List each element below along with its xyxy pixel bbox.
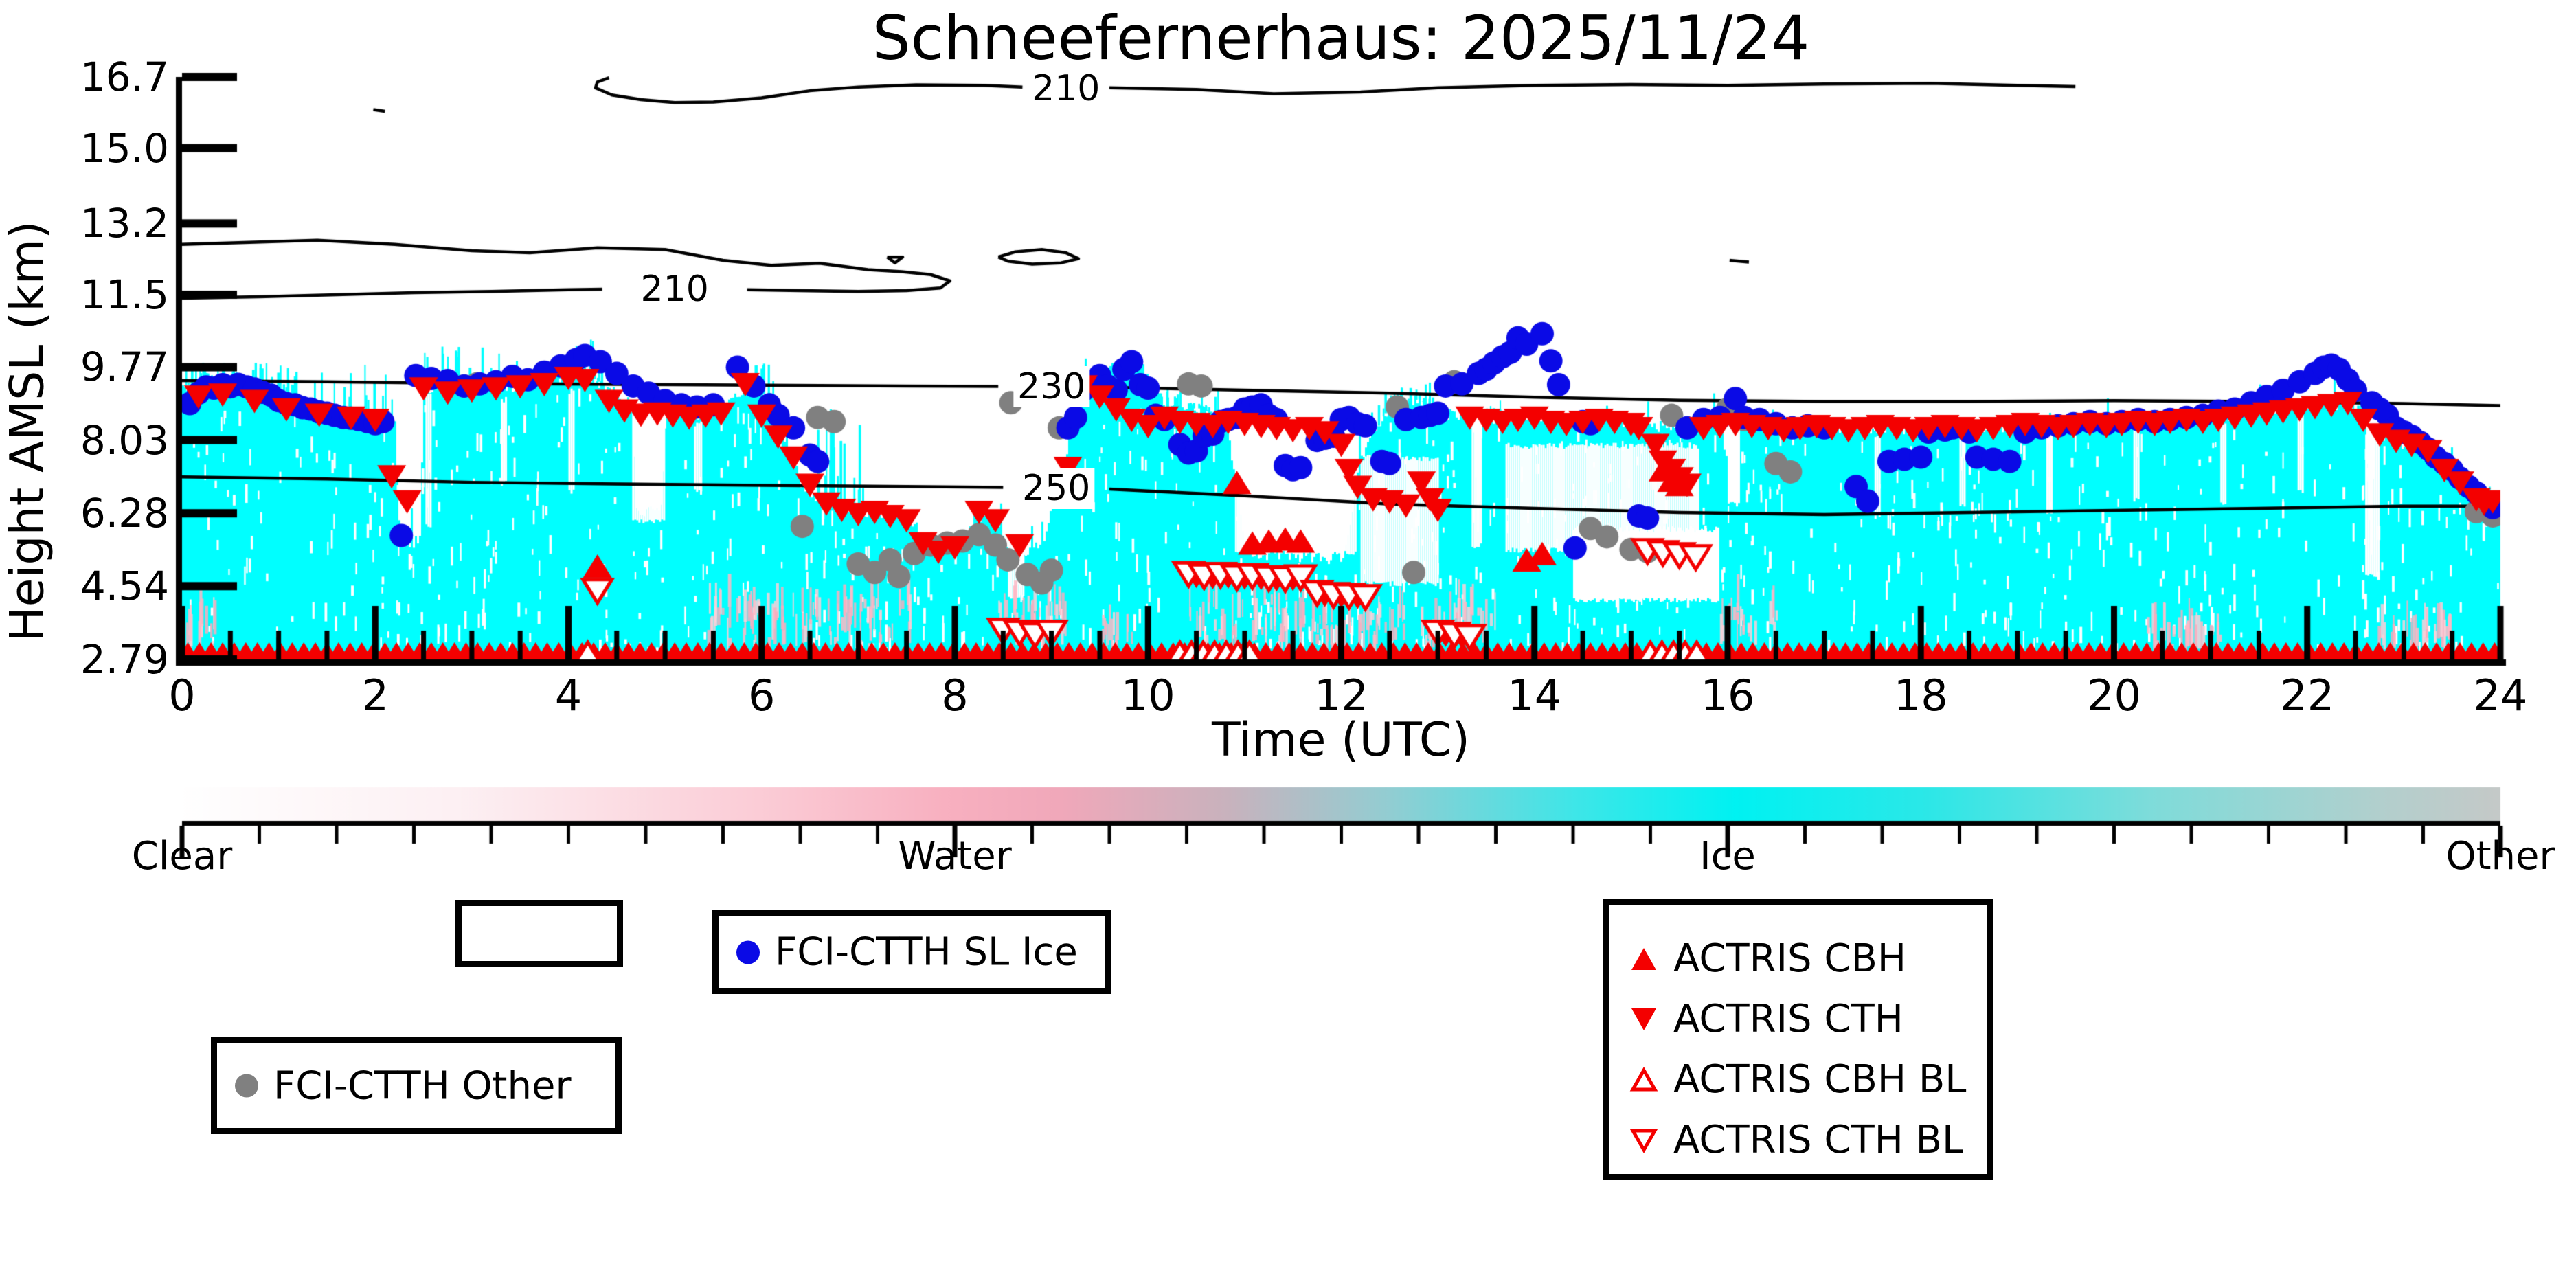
x-axis-title: Time (UTC) — [1212, 713, 1470, 767]
y-tick-label: 16.7 — [80, 54, 169, 100]
fci-sl-ice-marker-icon — [736, 940, 760, 964]
x-tick-label: 24 — [2473, 670, 2528, 721]
x-tick-label: 18 — [1893, 670, 1948, 721]
y-tick-label: 15.0 — [80, 124, 169, 172]
actris-cbh-label: ACTRIS CBH — [1673, 936, 1907, 981]
chart-title: Schneefernerhaus: 2025/11/24 — [872, 3, 1810, 74]
actris-cbh-bl-marker-icon — [1629, 1066, 1658, 1091]
x-tick-label: 8 — [941, 670, 969, 721]
actris-cbh-bl-label: ACTRIS CBH BL — [1673, 1057, 1967, 1102]
colorbar-label-clear: Clear — [131, 834, 233, 879]
y-tick-label: 8.03 — [80, 416, 169, 464]
fci-other-marker-icon — [235, 1074, 258, 1098]
y-tick-label: 11.5 — [80, 271, 169, 318]
y-tick-label: 13.2 — [80, 200, 169, 247]
x-tick-label: 22 — [2280, 670, 2335, 721]
x-tick-label: 0 — [168, 670, 196, 721]
y-tick-label: 2.79 — [80, 636, 169, 683]
colorbar-label-other: Other — [2445, 834, 2555, 879]
actris-cth-marker-icon — [1631, 1008, 1656, 1030]
actris-cth-bl-label: ACTRIS CTH BL — [1673, 1118, 1964, 1162]
fci-other-label: FCI-CTTH Other — [273, 1063, 572, 1108]
x-tick-label: 20 — [2087, 670, 2141, 721]
actris-cth-bl-marker-icon — [1629, 1129, 1658, 1153]
actris-cth-label: ACTRIS CTH — [1673, 997, 1903, 1041]
x-tick-label: 16 — [1700, 670, 1755, 721]
contour-label-230: 230 — [1013, 366, 1090, 408]
x-tick-label: 12 — [1314, 670, 1368, 721]
legend-box-actris: ACTRIS CBH ACTRIS CTH ACTRIS CBH BL ACTR… — [1603, 899, 1993, 1180]
x-tick-label: 10 — [1120, 670, 1175, 721]
actris-cbh-marker-icon — [1631, 947, 1656, 970]
contour-label-210-upper: 210 — [1028, 68, 1105, 110]
legend-box-fci-sl-ice: FCI-CTTH SL Ice — [712, 910, 1111, 994]
x-tick-label: 6 — [748, 670, 776, 721]
legend-box-fci-other: FCI-CTTH Other — [211, 1037, 622, 1134]
colorbar-label-ice: Ice — [1699, 834, 1756, 879]
x-tick-label: 2 — [361, 670, 389, 721]
legend-box-empty — [455, 900, 623, 967]
colorbar-label-water: Water — [898, 834, 1012, 879]
y-axis-title: Height AMSL (km) — [0, 221, 55, 642]
contour-label-210-mid: 210 — [636, 269, 713, 310]
contour-label-250: 250 — [1018, 467, 1095, 509]
y-tick-label: 9.77 — [80, 343, 169, 391]
y-tick-label: 6.28 — [80, 490, 169, 537]
x-tick-label: 4 — [554, 670, 583, 721]
y-tick-label: 4.54 — [80, 563, 169, 610]
x-tick-label: 14 — [1507, 670, 1562, 721]
fci-sl-ice-label: FCI-CTTH SL Ice — [775, 929, 1078, 975]
